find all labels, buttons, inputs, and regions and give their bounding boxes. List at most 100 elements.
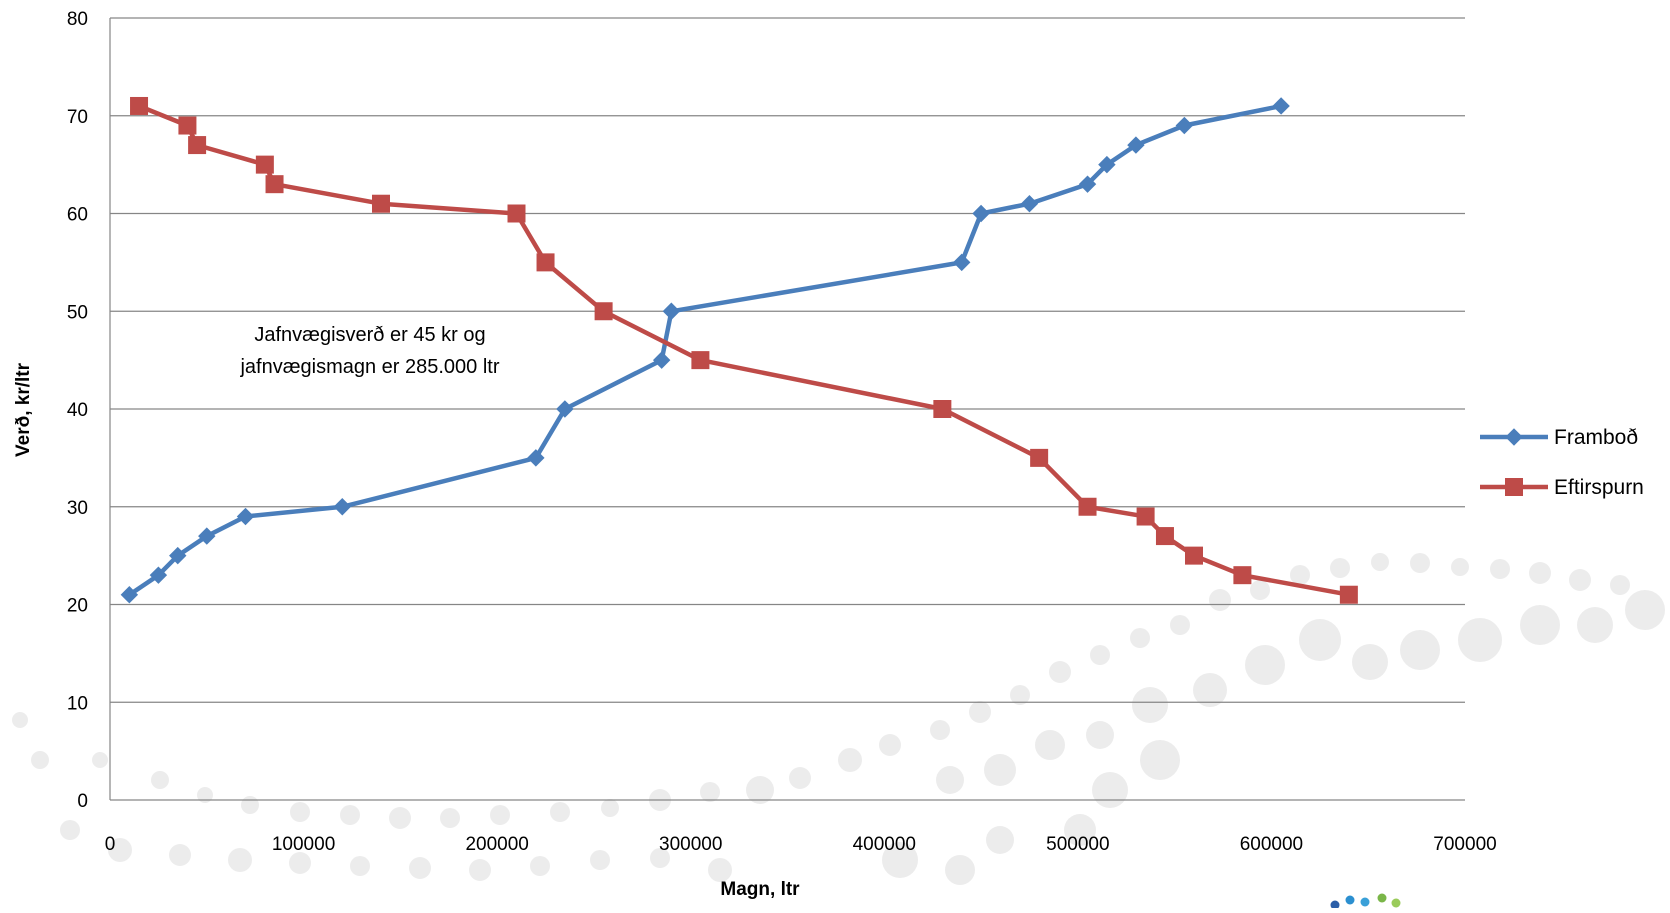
demand-series-line [138,103,1350,597]
demand-point [536,253,555,272]
supply-point [333,498,351,516]
background-dot [241,796,259,814]
background-dot [469,859,491,881]
background-dot [1170,615,1190,635]
demand-point [1233,566,1252,585]
x-tick-label: 200000 [465,834,528,855]
background-dot [882,842,918,878]
legend-demand-label: Eftirspurn [1554,476,1644,499]
background-dot [700,782,720,802]
background-dot [969,701,991,723]
background-dot [1451,558,1469,576]
background-dot [1490,559,1510,579]
background-dot [1086,721,1114,749]
supply-point [236,507,255,526]
background-dot [650,848,670,868]
y-tick-label: 80 [67,9,88,30]
x-tick-label: 300000 [659,834,722,855]
background-dot [708,858,732,882]
background-dot [108,838,132,862]
background-dot [151,771,169,789]
x-axis-title: Magn, ltr [720,879,800,900]
background-dot [1250,580,1270,600]
supply-point [953,253,971,272]
logo-dot [1345,895,1355,905]
background-dot [350,856,370,876]
background-dot [1400,630,1440,670]
y-tick-label: 0 [77,791,88,812]
supply-point [120,586,139,604]
demand-point [1078,497,1097,516]
background-dot [1371,553,1389,571]
background-decoration [12,553,1665,910]
axes: 0 10 20 30 40 50 60 70 80 0 100000 200000 300000 4000… [67,9,1497,855]
background-dot [1577,607,1613,643]
background-dot [1092,772,1128,808]
background-dot [930,720,950,740]
background-dot [789,767,811,789]
y-tick-label: 60 [67,205,88,226]
background-dot [838,748,862,772]
background-dot [1625,590,1665,630]
supply-point [149,566,168,584]
background-dot [550,802,570,822]
supply-point [1175,116,1194,135]
background-dot [1330,558,1350,578]
background-dot [440,808,460,828]
demand-point [1339,585,1358,604]
annotation-line: Jafnvægisverð er 45 kr og [254,324,485,346]
supply-point [169,546,187,565]
background-dot [92,752,108,768]
supply-point [972,204,990,223]
background-dot [945,855,975,885]
y-axis-title: Verð, kr/ltr [13,362,34,457]
demand-point [594,302,613,321]
demand-point [1030,448,1049,467]
background-dot [1140,740,1180,780]
background-dot [1410,553,1430,573]
logo-dot [1391,898,1401,908]
background-dot [1035,730,1065,760]
demand-point [265,175,284,194]
supply-point [1127,136,1145,154]
series-lines [128,103,1350,597]
background-dot [409,857,431,879]
background-dot [530,856,550,876]
supply-point [556,400,574,418]
background-dot [1610,575,1630,595]
background-dot [1290,565,1310,585]
demand-point [130,96,149,115]
supply-point [652,351,671,369]
background-dot [1049,661,1071,683]
series-markers [120,96,1358,604]
supply-point [1078,175,1097,193]
supply-point [662,302,681,320]
demand-point [1136,507,1155,526]
x-tick-label: 100000 [272,834,335,855]
background-dot [1130,628,1150,648]
background-dot [1209,589,1231,611]
background-dot [289,852,311,874]
background-dot [60,820,80,840]
demand-point [507,204,526,223]
background-dot [228,848,252,872]
y-tick-label: 70 [67,107,88,128]
background-dot [31,751,49,769]
background-dot [490,805,510,825]
x-tick-label: 600000 [1240,834,1303,855]
background-dot [169,844,191,866]
annotation-line: jafnvægismagn er 285.000 ltr [239,356,499,378]
logo-dot [1377,893,1387,903]
x-tick-label: 500000 [1046,834,1109,855]
supply-point [198,527,216,545]
background-dot [389,807,411,829]
x-tick-label: 700000 [1433,834,1496,855]
equilibrium-annotation: Jafnvægisverð er 45 kr og jafnvægismagn e… [239,324,499,378]
background-dot [986,826,1014,854]
demand-point [1185,546,1203,565]
demand-point [1155,527,1174,546]
y-tick-label: 20 [67,596,88,617]
legend: Framboð Eftirspurn [1480,426,1644,499]
